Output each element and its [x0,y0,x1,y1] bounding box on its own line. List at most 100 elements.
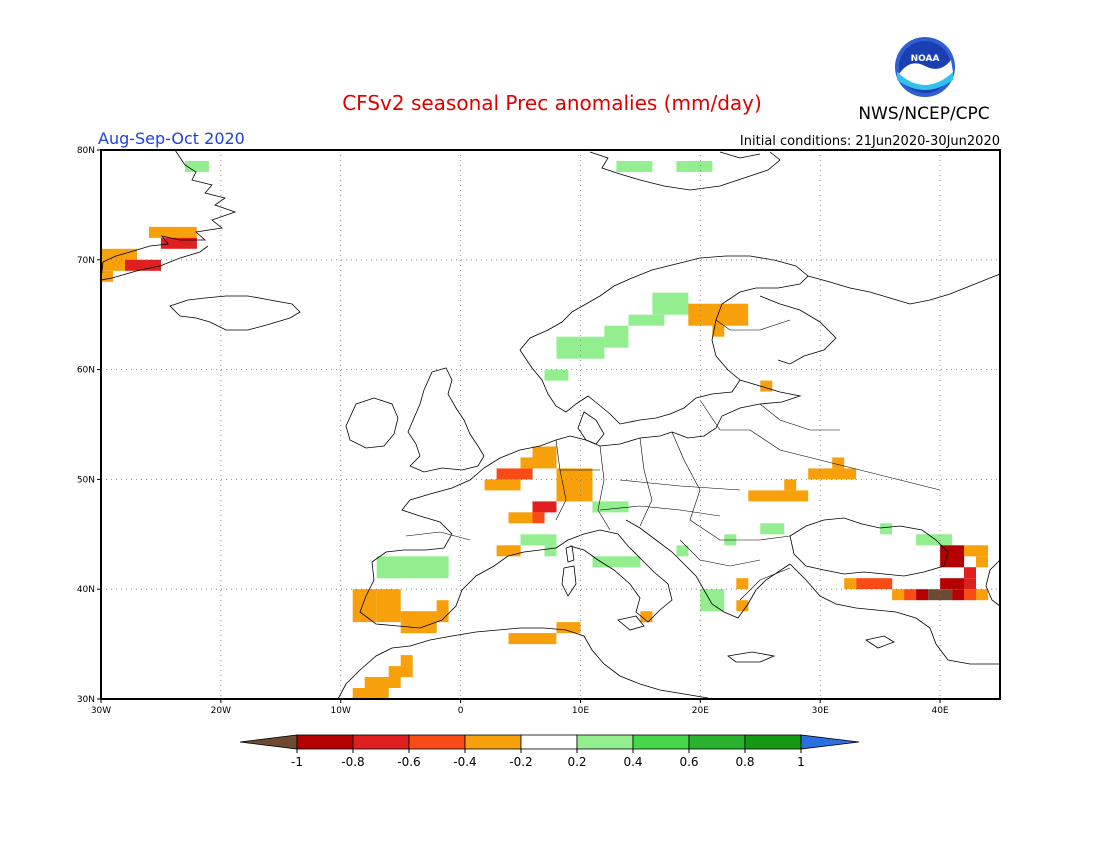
latitude-tick-label: 80N [77,146,95,156]
anomaly-cell [712,325,725,337]
anomaly-cell [928,589,953,601]
anomaly-cell [544,369,569,381]
anomaly-cell [784,479,797,491]
colorbar-segment [352,734,410,750]
anomaly-cell [101,248,137,260]
anomaly-cell [556,479,593,502]
coastline-great-britain [407,367,485,473]
longitude-ticks: 30W 20W 10W 0 10E 20E 30E 40E [91,699,949,716]
coastline-white-sea [759,295,837,365]
anomaly-cell [160,237,197,249]
anomaly-cell [388,666,413,678]
anomaly-cell [556,622,581,634]
anomaly-cell [556,468,593,480]
anomaly-cell [904,589,917,601]
colorbar-tick-label: 0.4 [623,755,642,769]
anomaly-cell [532,512,545,524]
anomaly-cell [520,457,557,469]
anomaly-cell [364,677,401,688]
anomaly-cell [532,446,557,458]
anomaly-cell [808,468,857,480]
colorbar-segment [239,734,298,750]
colorbar-segment [408,734,466,750]
anomaly-cell [892,589,905,601]
anomaly-cell [544,545,557,557]
colorbar-tick-label: -0.8 [341,755,364,769]
anomaly-cell [376,589,401,623]
anomaly-cell [964,567,976,579]
noaa-logo-text: NOAA [911,54,940,64]
coastline-ireland [345,397,399,449]
anomaly-cell [148,226,197,238]
latitude-ticks: 80N 70N 60N 50N 40N 30N [77,146,101,705]
map-frame [100,149,1001,700]
coastlines [100,149,1001,700]
anomaly-cell [916,534,953,546]
coastline-crete [727,651,776,663]
anomaly-cell [496,545,521,557]
anomaly-cell [592,556,629,568]
coastline-black-sea [789,517,949,577]
initial-conditions-label: Initial conditions: 21Jun2020-30Jun2020 [740,134,1000,149]
latitude-tick-label: 40N [77,585,95,595]
colorbar-segment [520,734,578,750]
latitude-tick-label: 50N [77,475,95,485]
anomaly-cell [616,161,653,172]
coastline-svalbard-east [719,151,761,159]
anomaly-cell [628,556,641,568]
anomaly-cell [652,292,689,315]
anomaly-cell [964,578,976,590]
colorbar: -1 -0.8 -0.6 -0.4 -0.2 0.2 0.4 0.6 0.8 1 [239,734,860,769]
longitude-tick-label: 30W [91,706,111,716]
coastline-western-europe [359,431,673,629]
coastline-caspian [985,559,1001,607]
coastline-barents [807,273,1001,305]
anomaly-cell [352,589,377,623]
colorbar-tick-label: 0.2 [567,755,586,769]
coastline-north-africa [337,627,709,700]
coastline-sicily [617,615,645,631]
anomaly-cell [101,270,113,282]
anomaly-cell [964,545,988,557]
anomaly-cell [400,611,437,634]
anomaly-cell [856,578,893,590]
longitude-tick-label: 20E [692,706,709,716]
colorbar-tick-label: -0.2 [509,755,532,769]
longitude-tick-label: 10E [572,706,589,716]
colorbar-segment [800,734,860,750]
noaa-logo-icon: NOAA [895,37,955,97]
colorbar-tick-label: -0.4 [453,755,476,769]
country-borders [405,319,941,601]
coastline-italy [555,529,673,623]
anomaly-cell [940,545,965,568]
colorbar-tick-label: -1 [291,755,303,769]
colorbar-segment [464,734,522,750]
coastline-corsica [565,545,575,563]
coastline-baltic [671,379,802,439]
season-label: Aug-Sep-Oct 2020 [98,129,245,148]
colorbar-segment [744,734,802,750]
coastline-cyprus [864,635,895,649]
anomaly-cell [520,534,557,546]
anomaly-cell [376,556,449,579]
anomaly-cell [556,336,605,359]
anomaly-cell [640,611,653,623]
anomaly-cell [352,688,389,699]
map-background [101,150,1000,699]
anomaly-cell [496,468,533,480]
anomaly-cell [736,578,749,590]
anomaly-cell [532,501,557,513]
anomaly-cell [184,161,209,172]
latitude-tick-label: 30N [77,695,95,705]
longitude-tick-label: 30E [812,706,829,716]
anomaly-cell [760,380,773,392]
latitude-tick-label: 60N [77,366,95,376]
anomaly-cell [964,589,976,601]
anomaly-cell [952,589,965,601]
longitude-tick-label: 20W [211,706,231,716]
anomaly-cell [676,545,689,557]
anomaly-cell [760,523,785,535]
anomaly-cell [628,314,665,326]
colorbar-tick-label: 1 [797,755,805,769]
colorbar-tick-label: -0.6 [397,755,420,769]
